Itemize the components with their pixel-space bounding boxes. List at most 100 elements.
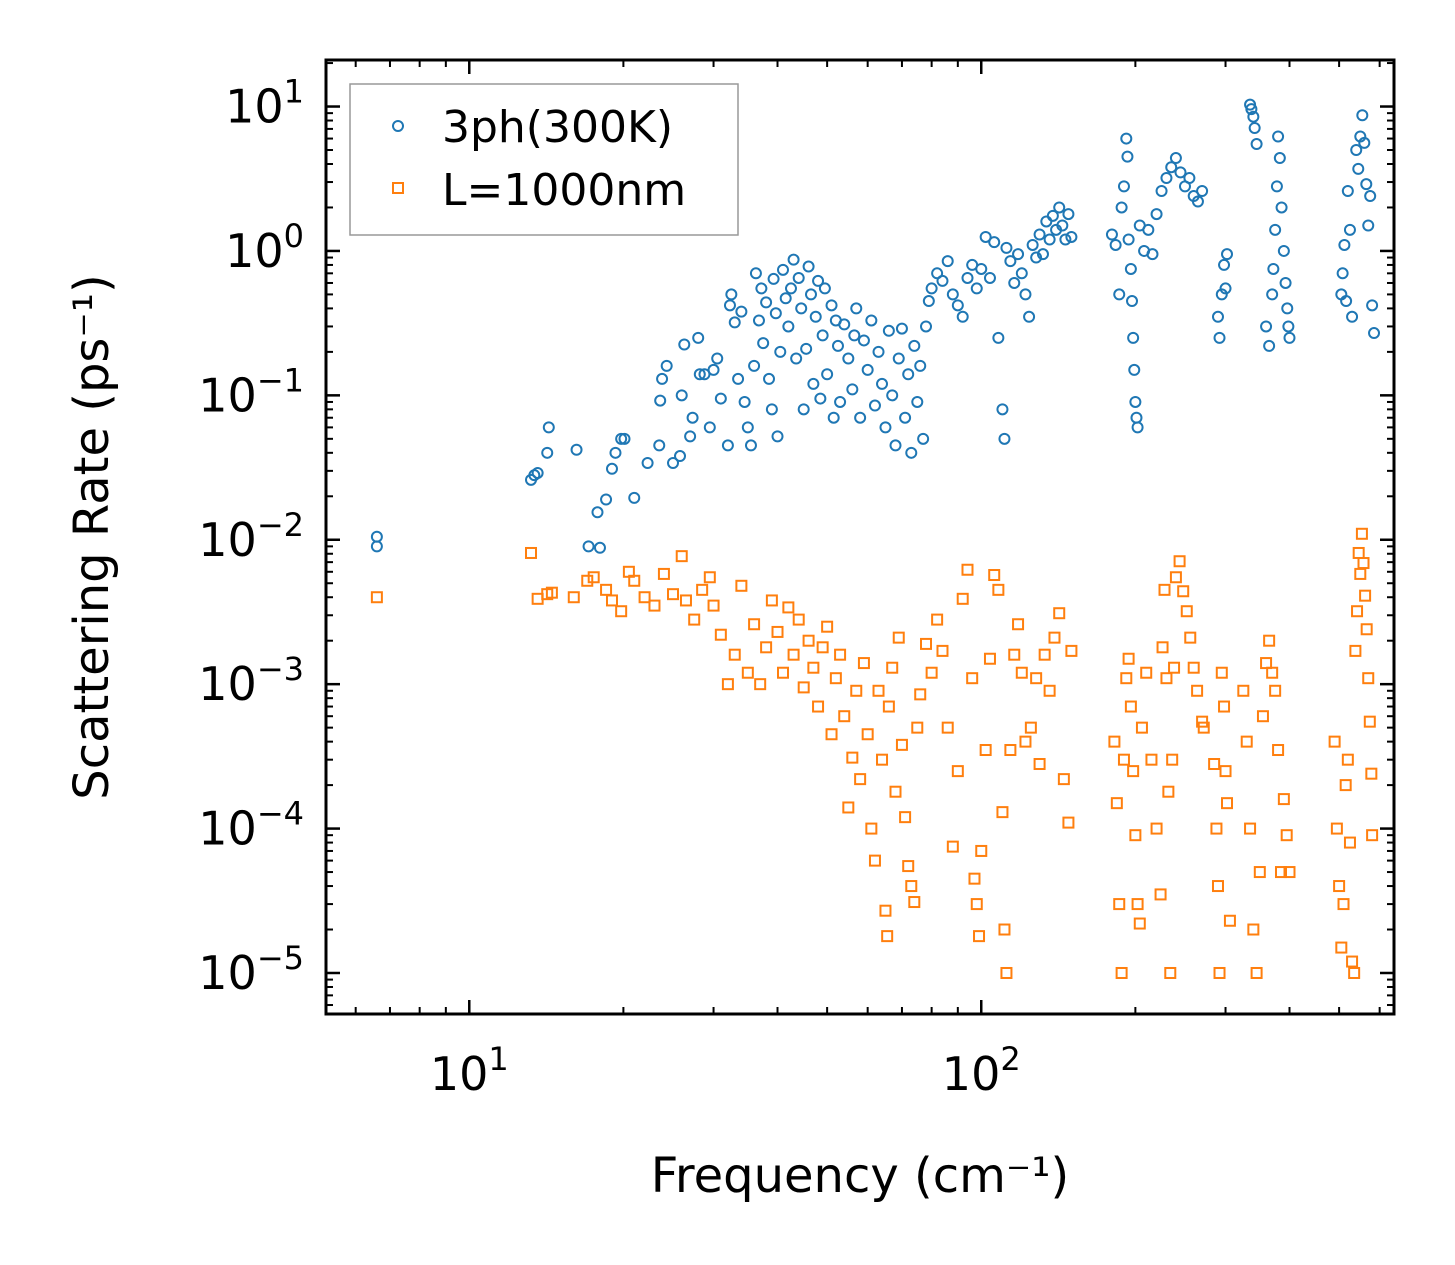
data-point-3ph xyxy=(1356,109,1369,122)
data-point-3ph xyxy=(752,314,765,327)
data-point-3ph xyxy=(1213,331,1226,344)
data-point-l1000nm xyxy=(1269,684,1282,697)
data-point-3ph xyxy=(925,282,938,295)
data-point-l1000nm xyxy=(581,574,594,587)
legend-marker-l1000nm xyxy=(392,182,404,194)
data-point-l1000nm xyxy=(1272,744,1285,757)
data-point-3ph xyxy=(757,337,770,350)
data-point-3ph xyxy=(771,430,784,443)
data-point-3ph xyxy=(1281,302,1294,315)
data-point-l1000nm xyxy=(728,648,741,661)
data-point-3ph xyxy=(714,392,727,405)
data-point-3ph xyxy=(370,540,383,553)
data-point-3ph xyxy=(1062,208,1075,221)
data-point-3ph xyxy=(876,377,889,390)
data-point-3ph xyxy=(777,263,790,276)
data-point-3ph xyxy=(865,314,878,327)
series-l1000nm xyxy=(370,527,1379,979)
data-point-3ph xyxy=(1336,267,1349,280)
data-point-l1000nm xyxy=(667,588,680,601)
data-point-l1000nm xyxy=(1000,966,1013,979)
data-point-3ph xyxy=(582,540,595,553)
data-point-l1000nm xyxy=(1127,765,1140,778)
y-axis-label: Scattering Rate (ps⁻¹) xyxy=(64,274,120,800)
data-point-3ph xyxy=(814,392,827,405)
data-point-3ph xyxy=(686,411,699,424)
data-point-3ph xyxy=(1124,262,1137,275)
data-point-l1000nm xyxy=(587,571,600,584)
data-point-l1000nm xyxy=(1140,666,1153,679)
data-point-l1000nm xyxy=(973,930,986,943)
data-point-l1000nm xyxy=(1160,672,1173,685)
data-point-3ph xyxy=(1169,152,1182,165)
data-point-3ph xyxy=(1215,288,1228,301)
data-point-l1000nm xyxy=(1156,641,1169,654)
data-point-3ph xyxy=(857,334,870,347)
data-point-3ph xyxy=(1121,150,1134,163)
data-point-l1000nm xyxy=(1274,866,1287,879)
data-point-3ph xyxy=(615,432,628,445)
data-point-3ph xyxy=(1277,244,1290,257)
data-point-l1000nm xyxy=(899,811,912,824)
data-point-l1000nm xyxy=(1280,829,1293,842)
data-point-l1000nm xyxy=(889,785,902,798)
data-point-3ph xyxy=(1026,238,1039,251)
data-point-l1000nm xyxy=(1355,527,1368,540)
data-point-l1000nm xyxy=(850,684,863,697)
data-point-3ph xyxy=(779,292,792,305)
plot-frame xyxy=(324,58,1396,1016)
data-point-3ph xyxy=(692,331,705,344)
data-point-3ph xyxy=(721,439,734,452)
data-point-3ph xyxy=(1360,178,1373,191)
data-point-l1000nm xyxy=(1277,793,1290,806)
data-point-l1000nm xyxy=(816,641,829,654)
data-point-3ph xyxy=(902,368,915,381)
data-point-l1000nm xyxy=(1266,666,1279,679)
data-point-3ph xyxy=(1126,295,1139,308)
data-point-l1000nm xyxy=(1197,721,1210,734)
data-point-3ph xyxy=(804,288,817,301)
data-point-l1000nm xyxy=(1110,797,1123,810)
data-point-l1000nm xyxy=(760,641,773,654)
data-point-l1000nm xyxy=(657,567,670,580)
data-point-3ph xyxy=(744,439,757,452)
data-point-l1000nm xyxy=(1348,966,1361,979)
data-point-l1000nm xyxy=(886,661,899,674)
x-tick-label: 102 xyxy=(942,1040,1021,1101)
data-point-l1000nm xyxy=(1330,822,1343,835)
data-point-l1000nm xyxy=(908,896,921,909)
data-point-l1000nm xyxy=(925,666,938,679)
data-point-l1000nm xyxy=(1053,607,1066,620)
data-point-l1000nm xyxy=(807,661,820,674)
data-point-l1000nm xyxy=(968,872,981,885)
data-point-l1000nm xyxy=(648,599,661,612)
data-point-3ph xyxy=(922,295,935,308)
data-point-3ph xyxy=(1279,276,1292,289)
data-point-3ph xyxy=(1129,395,1142,408)
data-point-3ph xyxy=(1012,248,1025,261)
data-point-3ph xyxy=(1273,152,1286,165)
data-point-3ph xyxy=(1127,331,1140,344)
data-point-l1000nm xyxy=(1343,836,1356,849)
data-point-l1000nm xyxy=(741,666,754,679)
data-point-l1000nm xyxy=(882,700,895,713)
data-point-3ph xyxy=(1065,230,1078,243)
data-point-3ph xyxy=(767,272,780,285)
data-point-l1000nm xyxy=(1337,898,1350,911)
data-point-3ph xyxy=(838,318,851,331)
data-point-3ph xyxy=(1046,209,1059,222)
data-point-l1000nm xyxy=(872,684,885,697)
data-point-3ph xyxy=(1128,363,1141,376)
data-point-l1000nm xyxy=(936,644,949,657)
data-point-3ph xyxy=(1368,327,1381,340)
data-point-l1000nm xyxy=(1366,829,1379,842)
data-point-3ph xyxy=(723,299,736,312)
data-point-3ph xyxy=(1174,166,1187,179)
data-point-3ph xyxy=(800,342,813,355)
data-point-3ph xyxy=(979,230,992,243)
data-point-3ph xyxy=(1160,171,1173,184)
data-point-l1000nm xyxy=(1158,583,1171,596)
data-point-l1000nm xyxy=(605,594,618,607)
data-point-3ph xyxy=(1056,219,1069,232)
data-point-3ph xyxy=(848,329,861,342)
